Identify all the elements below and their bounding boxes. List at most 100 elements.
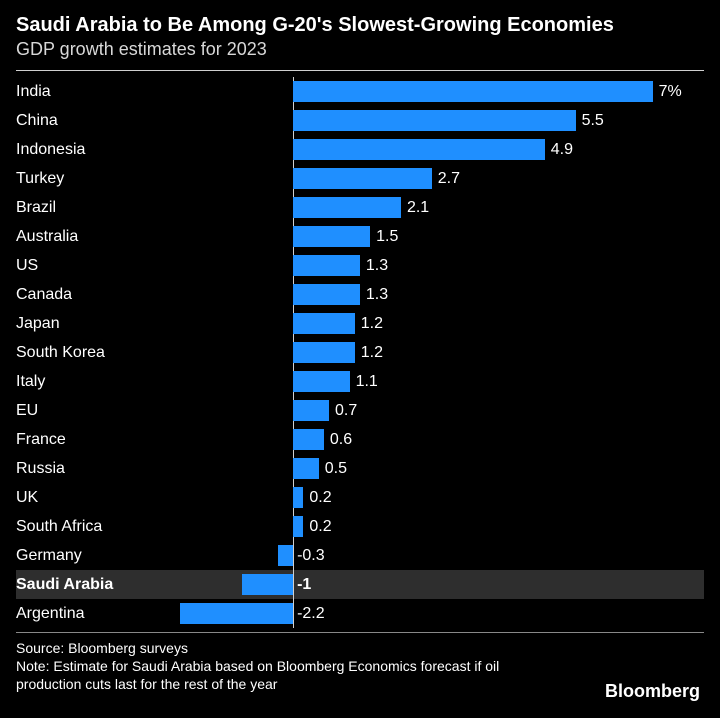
- bar-value: -2.2: [297, 599, 325, 628]
- bar: [293, 458, 319, 479]
- bar: [180, 603, 293, 624]
- bar: [293, 371, 350, 392]
- zero-line: [293, 599, 294, 628]
- chart-row: Saudi Arabia -1: [16, 570, 704, 599]
- row-label: South Korea: [16, 344, 139, 362]
- row-label: Russia: [16, 460, 139, 478]
- chart-row: Australia 1.5: [16, 222, 704, 251]
- bar: [293, 168, 432, 189]
- bar-area: 0.6: [139, 425, 704, 454]
- chart-row: Italy 1.1: [16, 367, 704, 396]
- row-label: South Africa: [16, 518, 139, 536]
- bar-value: 1.3: [366, 251, 388, 280]
- bar-area: 4.9: [139, 135, 704, 164]
- bar-value: 1.2: [361, 338, 383, 367]
- bar: [293, 197, 401, 218]
- row-label: US: [16, 257, 139, 275]
- chart-row: EU 0.7: [16, 396, 704, 425]
- bar-value: 2.7: [438, 164, 460, 193]
- chart-source: Source: Bloomberg surveys: [16, 639, 704, 657]
- chart-row: South Korea 1.2: [16, 338, 704, 367]
- bar-value: 0.7: [335, 396, 357, 425]
- chart-title: Saudi Arabia to Be Among G-20's Slowest-…: [16, 14, 704, 37]
- chart-row: Germany -0.3: [16, 541, 704, 570]
- row-label: Argentina: [16, 605, 139, 623]
- row-label: UK: [16, 489, 139, 507]
- row-label: EU: [16, 402, 139, 420]
- bottom-rule: [16, 632, 704, 633]
- chart-row: Argentina -2.2: [16, 599, 704, 628]
- row-label: Brazil: [16, 199, 139, 217]
- row-label: Saudi Arabia: [16, 576, 139, 594]
- chart-subtitle: GDP growth estimates for 2023: [16, 39, 704, 60]
- chart-row: South Africa 0.2: [16, 512, 704, 541]
- bar-value: 1.2: [361, 309, 383, 338]
- bar: [293, 81, 653, 102]
- bar: [293, 284, 360, 305]
- row-label: Germany: [16, 547, 139, 565]
- chart-row: France 0.6: [16, 425, 704, 454]
- row-label: France: [16, 431, 139, 449]
- bar: [293, 226, 370, 247]
- chart-row: India7%: [16, 77, 704, 106]
- bar-value: -0.3: [297, 541, 325, 570]
- bar-area: 7%: [139, 77, 704, 106]
- zero-line: [293, 541, 294, 570]
- chart-note: Note: Estimate for Saudi Arabia based on…: [16, 657, 556, 693]
- chart-row: Canada 1.3: [16, 280, 704, 309]
- bar-value: 0.2: [309, 483, 331, 512]
- bar-area: 0.5: [139, 454, 704, 483]
- bar-value: 2.1: [407, 193, 429, 222]
- bar-area: 1.5: [139, 222, 704, 251]
- bar-area: 0.2: [139, 512, 704, 541]
- bar-area: 2.1: [139, 193, 704, 222]
- row-label: Turkey: [16, 170, 139, 188]
- row-label: India: [16, 83, 139, 101]
- bar-value: 0.5: [325, 454, 347, 483]
- chart-row: US 1.3: [16, 251, 704, 280]
- bar-value: 1.1: [356, 367, 378, 396]
- bar-value: 4.9: [551, 135, 573, 164]
- bar: [242, 574, 293, 595]
- bar-area: 5.5: [139, 106, 704, 135]
- bar-area: -1: [139, 570, 704, 599]
- chart-row: Brazil 2.1: [16, 193, 704, 222]
- bar-value: 1.3: [366, 280, 388, 309]
- chart-row: Indonesia 4.9: [16, 135, 704, 164]
- gdp-growth-chart: Saudi Arabia to Be Among G-20's Slowest-…: [0, 0, 720, 718]
- row-label: Japan: [16, 315, 139, 333]
- bar-value: 0.6: [330, 425, 352, 454]
- bar-area: 1.3: [139, 251, 704, 280]
- bar-area: 1.3: [139, 280, 704, 309]
- bar: [293, 516, 303, 537]
- bar-area: -2.2: [139, 599, 704, 628]
- top-rule: [16, 70, 704, 71]
- bar: [293, 255, 360, 276]
- bar: [293, 400, 329, 421]
- chart-row: Turkey 2.7: [16, 164, 704, 193]
- chart-row: Russia 0.5: [16, 454, 704, 483]
- bar: [293, 487, 303, 508]
- bar: [293, 429, 324, 450]
- bar-area: 2.7: [139, 164, 704, 193]
- bar-area: 1.2: [139, 309, 704, 338]
- bar-area: 0.7: [139, 396, 704, 425]
- bar: [278, 545, 293, 566]
- bar-area: 1.1: [139, 367, 704, 396]
- zero-line: [293, 570, 294, 599]
- row-label: Indonesia: [16, 141, 139, 159]
- row-label: Italy: [16, 373, 139, 391]
- chart-row: China5.5: [16, 106, 704, 135]
- chart-row: UK 0.2: [16, 483, 704, 512]
- bar-value: -1: [297, 570, 311, 599]
- bar: [293, 139, 545, 160]
- bar: [293, 110, 576, 131]
- row-label: Canada: [16, 286, 139, 304]
- bar-area: 0.2: [139, 483, 704, 512]
- bar-value: 0.2: [309, 512, 331, 541]
- row-label: Australia: [16, 228, 139, 246]
- bar: [293, 313, 355, 334]
- bar-value: 1.5: [376, 222, 398, 251]
- chart-row: Japan 1.2: [16, 309, 704, 338]
- bar-area: 1.2: [139, 338, 704, 367]
